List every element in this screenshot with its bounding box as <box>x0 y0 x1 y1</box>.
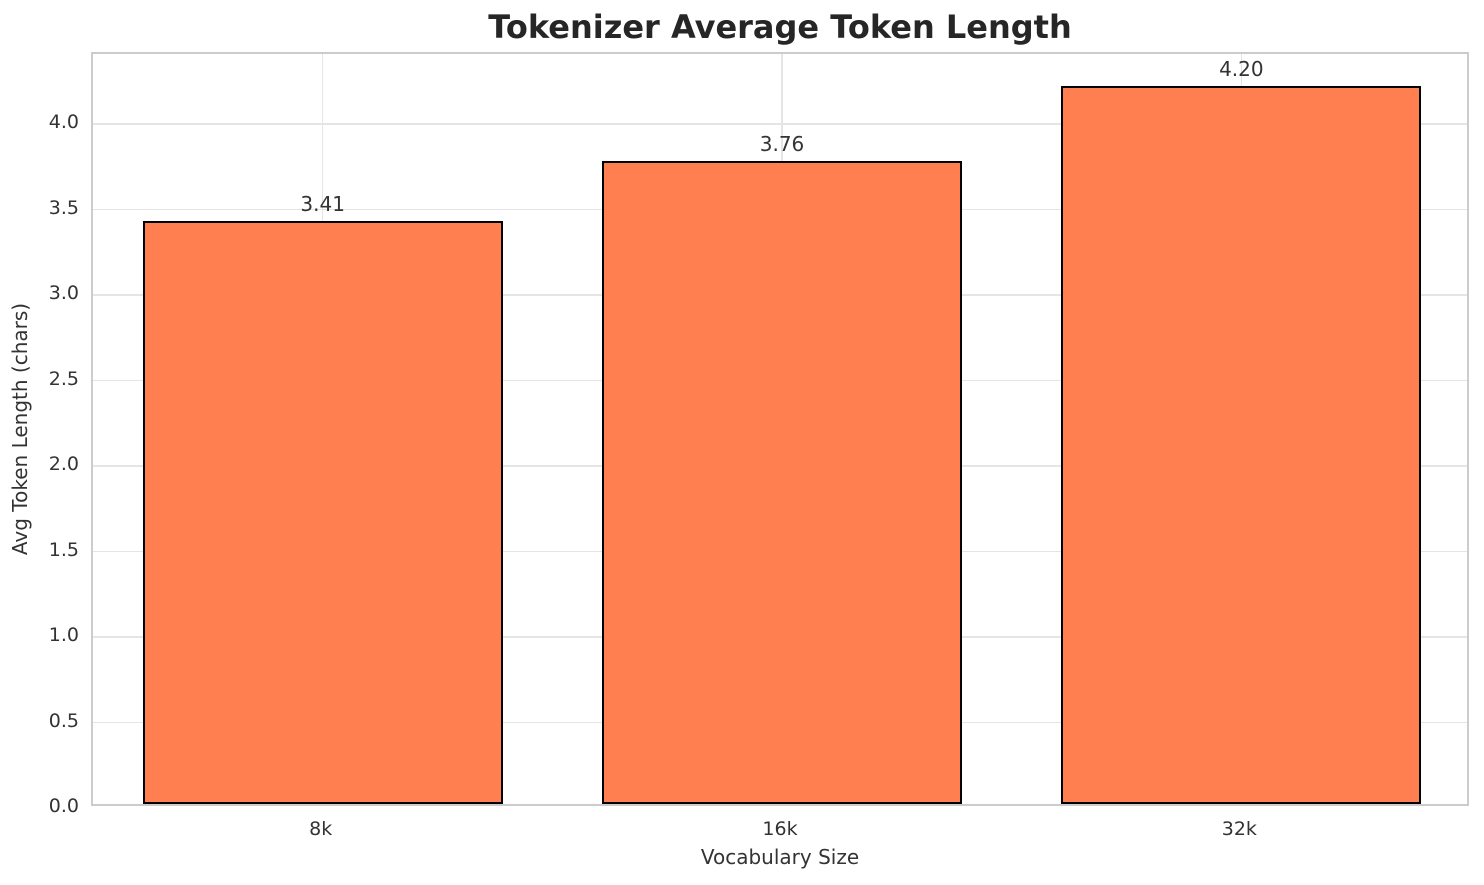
x-tick-label: 8k <box>309 818 333 840</box>
plot-area: 3.41 3.76 4.20 <box>91 52 1469 806</box>
x-axis-label: Vocabulary Size <box>700 845 860 869</box>
bar-value-label: 3.41 <box>300 191 345 216</box>
y-tick-label: 1.5 <box>48 538 79 561</box>
y-tick-label: 2.5 <box>48 367 79 390</box>
bar-16k <box>601 161 963 804</box>
chart-title: Tokenizer Average Token Length <box>488 8 1072 46</box>
h-gridline <box>93 123 1467 125</box>
y-tick-label: 0.5 <box>48 709 79 732</box>
y-tick-label: 4.0 <box>48 111 79 134</box>
y-tick-label: 3.5 <box>48 196 79 219</box>
x-tick-label: 32k <box>1221 818 1257 840</box>
bar-value-label: 3.76 <box>759 132 805 157</box>
bar-value-label: 4.20 <box>1219 56 1264 81</box>
bar-8k <box>142 220 503 804</box>
bar-32k <box>1061 85 1422 804</box>
y-tick-label: 1.0 <box>48 624 79 647</box>
y-tick-label: 0.0 <box>48 795 79 817</box>
y-tick-label: 3.0 <box>48 282 79 305</box>
y-tick-label: 2.0 <box>48 453 79 476</box>
x-tick-label: 16k <box>762 818 798 840</box>
y-axis-label: Avg Token Length (chars) <box>8 302 32 556</box>
